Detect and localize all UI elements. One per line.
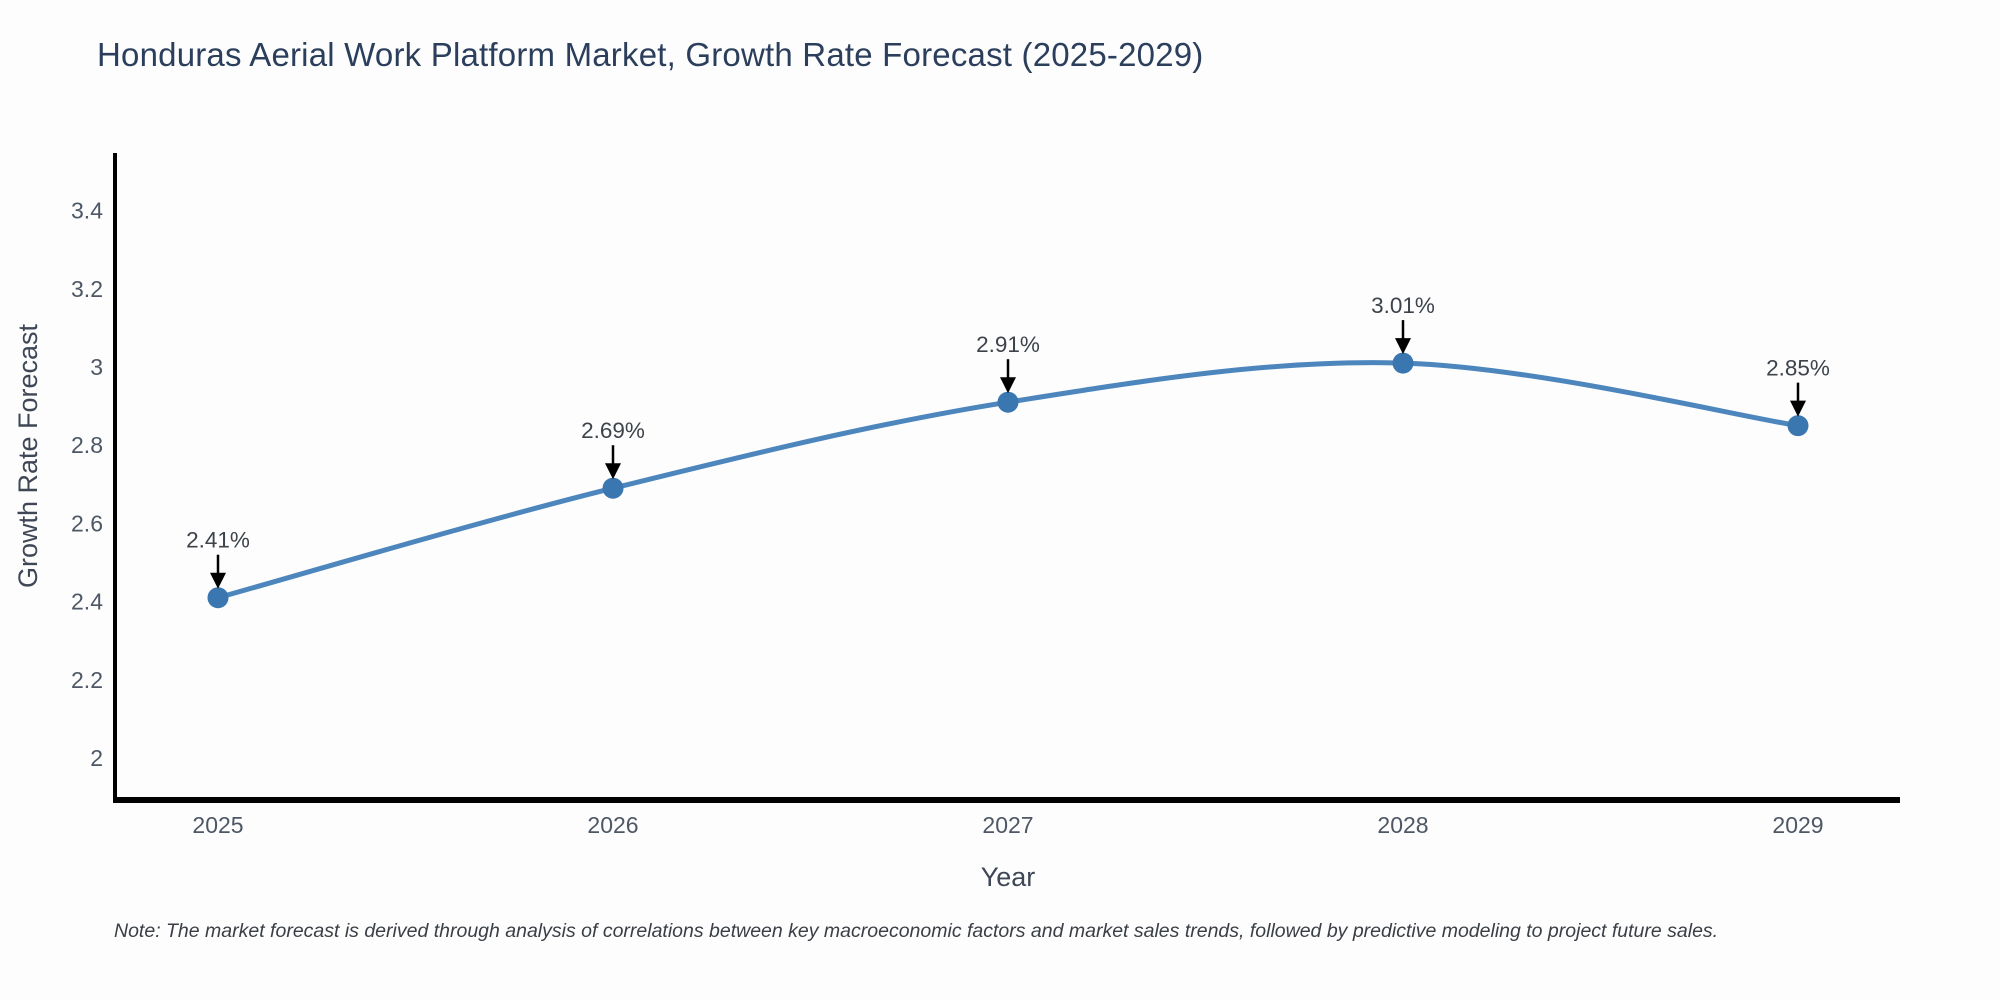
data-point-2027[interactable]	[997, 391, 1019, 413]
point-annotations: 2.41% 2.69% 2.91% 3.01% 2.85%	[186, 293, 1830, 589]
annotation-arrow-head	[210, 572, 226, 589]
annotation-arrow-head	[1000, 377, 1016, 394]
y-tick-label: 3	[90, 354, 103, 380]
x-tick-label: 2027	[982, 812, 1033, 838]
y-tick-label: 2	[90, 745, 103, 771]
x-tick-label: 2028	[1377, 812, 1428, 838]
annotation-arrow-head	[1395, 338, 1411, 355]
y-tick-labels: 2 2.2 2.4 2.6 2.8 3 3.2 3.4	[71, 198, 103, 771]
x-axis-title: Year	[980, 862, 1036, 892]
point-value-label: 2.69%	[581, 418, 645, 443]
x-tick-label: 2029	[1772, 812, 1823, 838]
y-tick-label: 2.8	[71, 432, 103, 458]
point-value-label: 2.85%	[1766, 356, 1830, 381]
point-value-label: 3.01%	[1371, 293, 1435, 318]
chart-title: Honduras Aerial Work Platform Market, Gr…	[97, 36, 1204, 73]
data-point-2025[interactable]	[207, 587, 229, 609]
annotation-arrow-head	[605, 463, 621, 480]
data-point-2029[interactable]	[1787, 415, 1809, 437]
data-point-2026[interactable]	[602, 477, 624, 499]
y-tick-label: 2.6	[71, 510, 103, 536]
y-tick-label: 3.4	[71, 198, 103, 224]
x-tick-label: 2025	[192, 812, 243, 838]
point-value-label: 2.91%	[976, 332, 1040, 357]
footnote: Note: The market forecast is derived thr…	[114, 920, 1719, 942]
x-tick-label: 2026	[587, 812, 638, 838]
y-tick-label: 2.2	[71, 667, 103, 693]
x-tick-labels: 2025 2026 2027 2028 2029	[192, 812, 1823, 838]
point-value-label: 2.41%	[186, 528, 250, 553]
forecast-line-series	[207, 352, 1809, 609]
data-point-2028[interactable]	[1392, 352, 1414, 374]
y-tick-label: 2.4	[71, 589, 103, 615]
y-tick-label: 3.2	[71, 276, 103, 302]
annotation-arrow-head	[1790, 400, 1806, 417]
